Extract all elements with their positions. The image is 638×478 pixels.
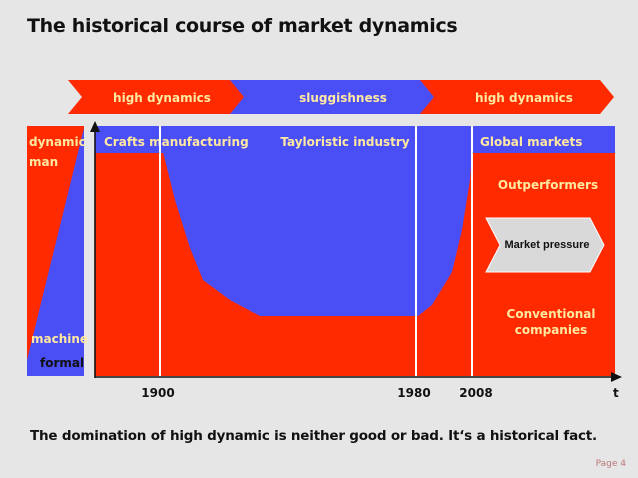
x-tick-1900: 1900 bbox=[141, 386, 174, 400]
phase-label-1: high dynamics bbox=[113, 91, 211, 105]
y-axis-arrowhead bbox=[90, 121, 100, 132]
side-label-machine: machine bbox=[31, 332, 88, 346]
phase-band: high dynamics sluggishness high dynamics bbox=[68, 80, 614, 114]
market-pressure-label: Market pressure bbox=[505, 239, 590, 251]
phase-sluggishness bbox=[230, 80, 444, 114]
page-number: Page 4 bbox=[595, 459, 626, 469]
footer-statement: The domination of high dynamic is neithe… bbox=[30, 428, 597, 444]
era-label-global: Global markets bbox=[480, 135, 582, 149]
conventional-label-1: Conventional bbox=[507, 307, 596, 321]
era-label-band bbox=[95, 126, 615, 153]
x-axis-arrowhead bbox=[611, 372, 622, 382]
market-pressure-arrow bbox=[485, 217, 605, 273]
phase-label-3: high dynamics bbox=[475, 91, 573, 105]
era-label-crafts: Crafts manufacturing bbox=[104, 135, 249, 149]
conventional-label-2: companies bbox=[515, 323, 588, 337]
side-label-man: man bbox=[29, 155, 58, 169]
phase-high-dynamics-right bbox=[420, 80, 614, 114]
side-scale-blue-wedge bbox=[27, 128, 84, 376]
x-tick-1980: 1980 bbox=[397, 386, 430, 400]
side-scale: dynamic man machine formal bbox=[27, 126, 88, 376]
phase-high-dynamics-left bbox=[68, 80, 254, 114]
phase-label-2: sluggishness bbox=[299, 91, 387, 105]
x-tick-2008: 2008 bbox=[459, 386, 492, 400]
axes: 1900 1980 2008 t bbox=[90, 121, 622, 400]
main-area: Crafts manufacturing Tayloristic industr… bbox=[95, 126, 615, 378]
x-axis-label: t bbox=[613, 386, 619, 400]
side-label-formal: formal bbox=[40, 356, 84, 370]
era-label-tayloristic: Tayloristic industry bbox=[280, 135, 409, 149]
page-title: The historical course of market dynamics bbox=[27, 15, 458, 37]
outperformers-label: Outperformers bbox=[498, 178, 598, 192]
side-label-dynamic: dynamic bbox=[29, 135, 86, 149]
blue-trough bbox=[160, 126, 615, 316]
